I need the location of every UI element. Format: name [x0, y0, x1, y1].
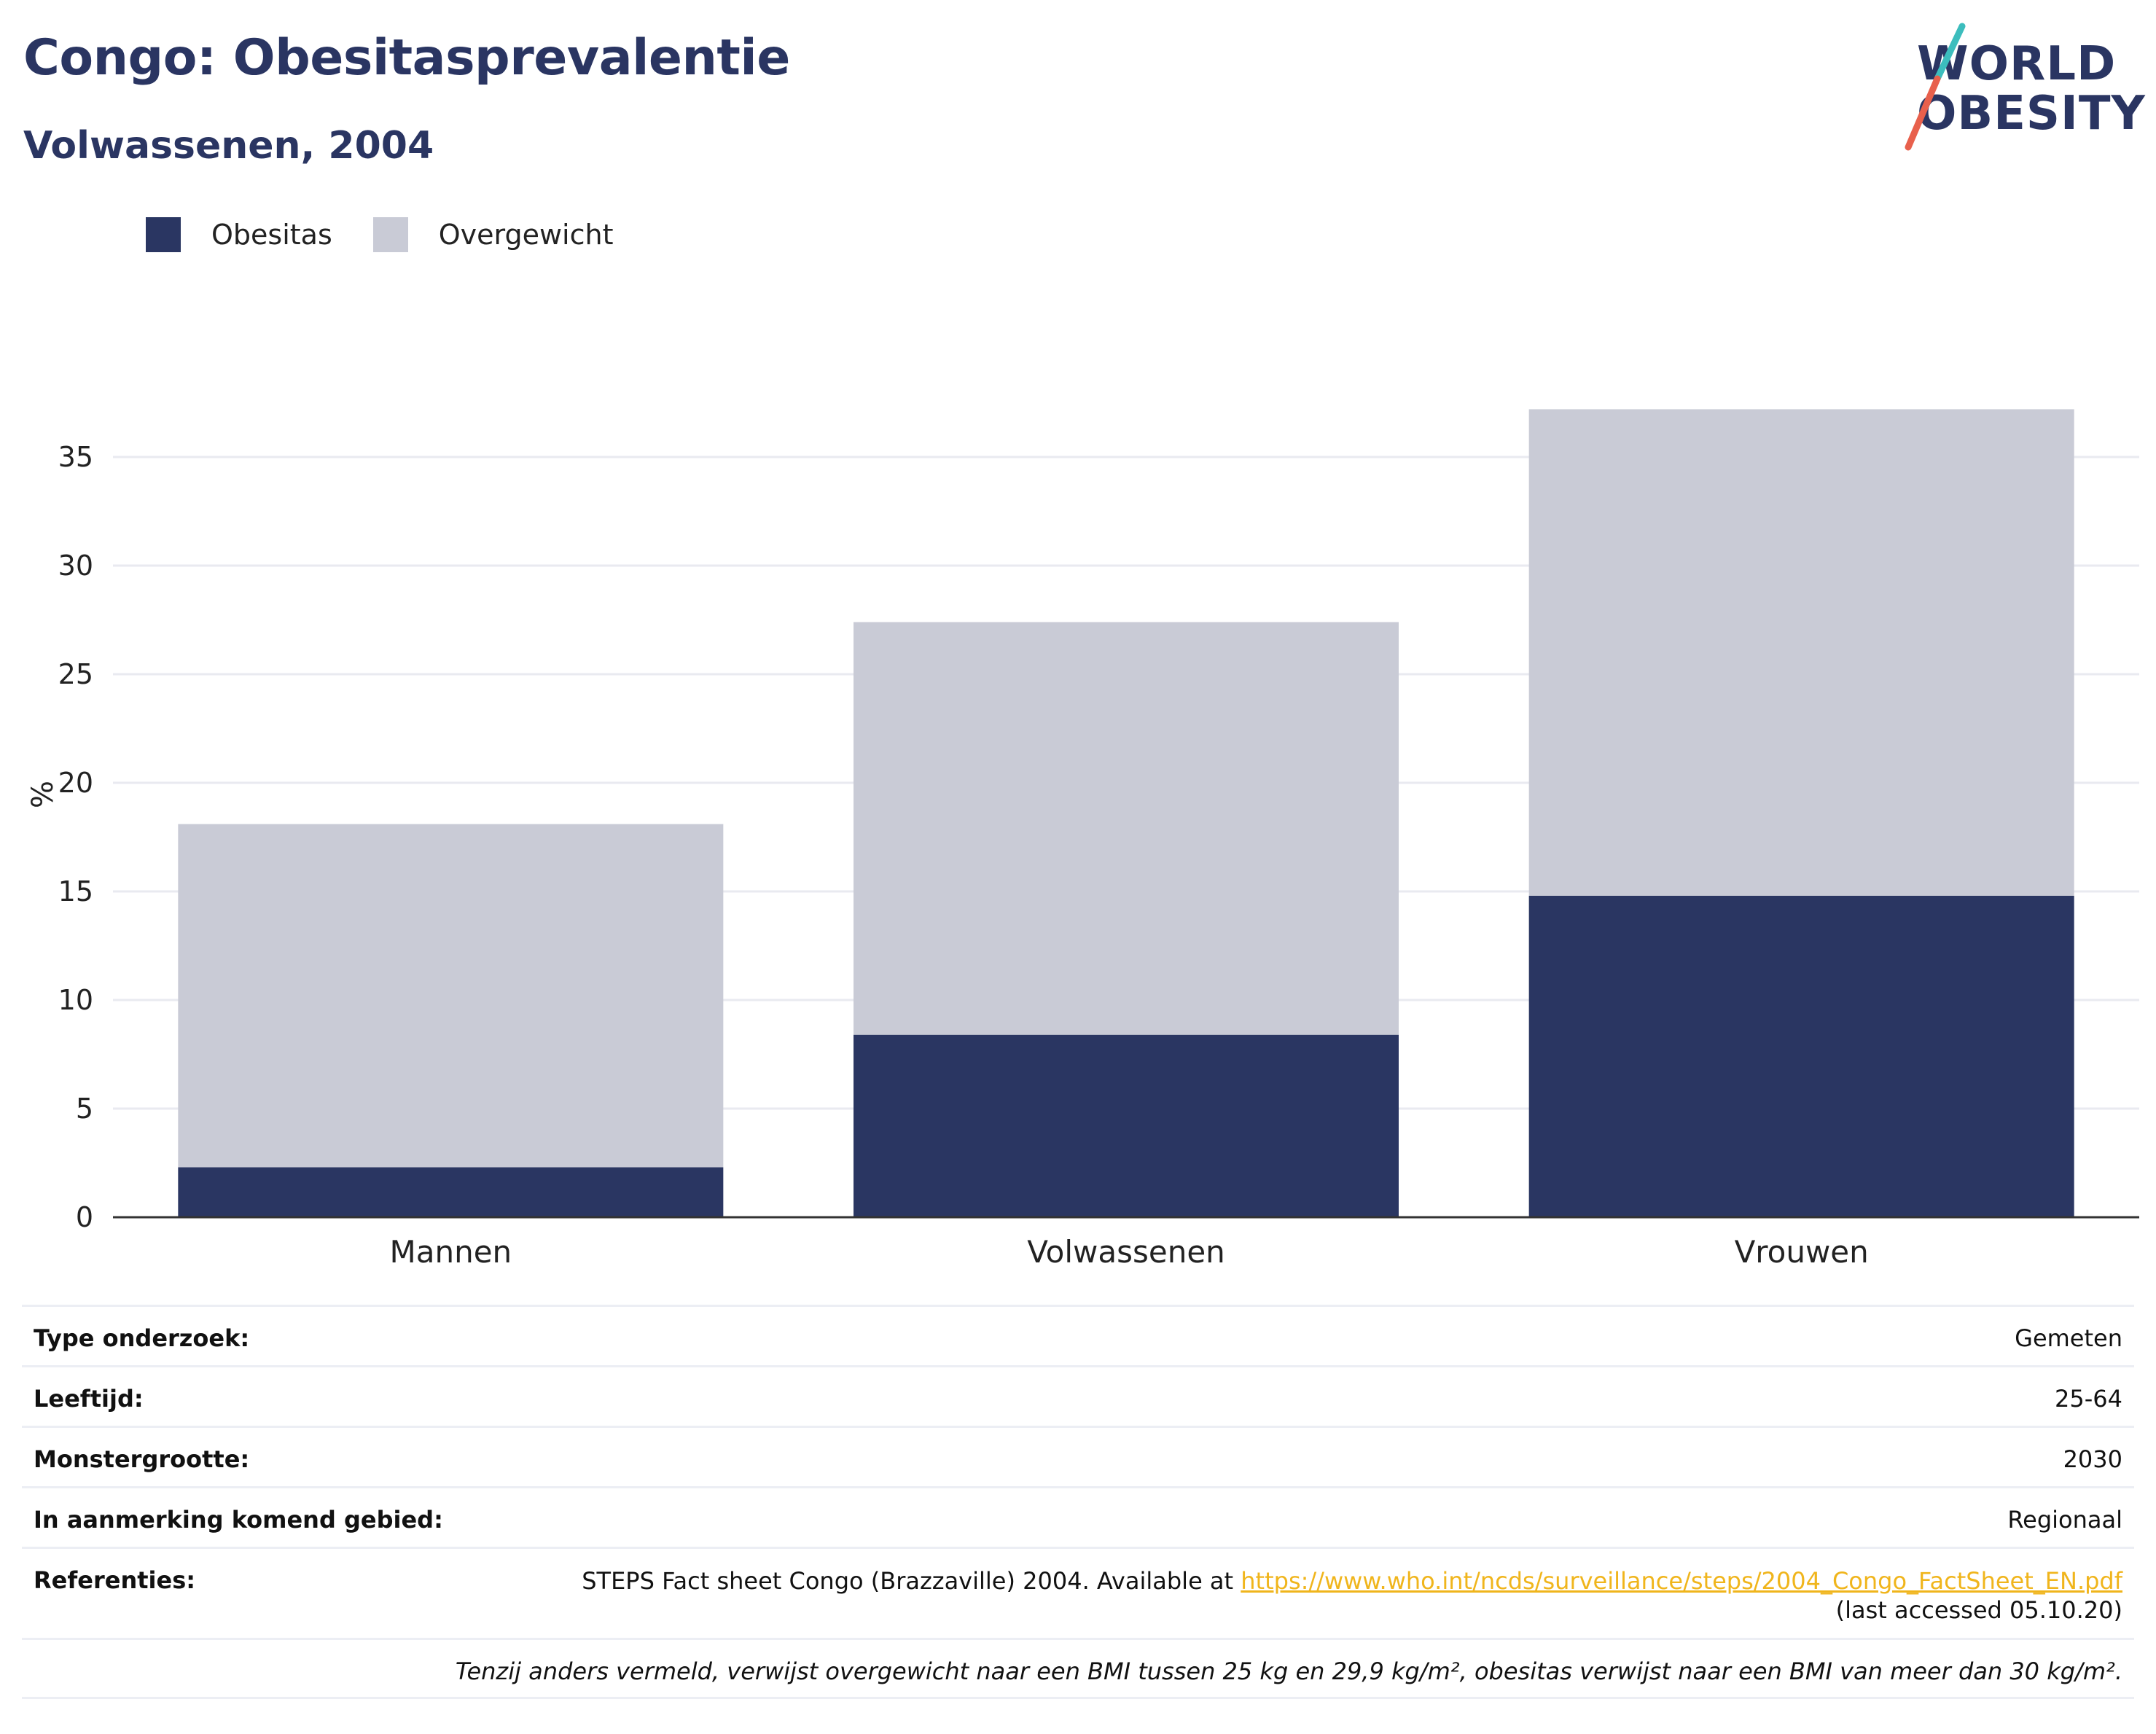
y-tick-label: 20: [58, 767, 93, 799]
info-row-note: Tenzij anders vermeld, verwijst overgewi…: [22, 1638, 2134, 1699]
bar-obesitas-volwassenen: [854, 1034, 1399, 1217]
reference-source: STEPS Fact sheet Congo (Brazzaville) 200…: [582, 1567, 1241, 1595]
chart-legend: Obesitas Overgewicht: [146, 217, 655, 252]
legend-item-obesitas[interactable]: Obesitas: [146, 217, 332, 252]
y-tick-label: 35: [58, 441, 93, 473]
legend-swatch-obesitas: [146, 217, 181, 252]
info-row-age: Leeftijd: 25-64: [22, 1365, 2134, 1426]
info-value: 25-64: [2055, 1385, 2122, 1413]
stacked-bar-chart: 0 5 10 15 20 25 30 35 Mannen Volwassenen Vrouwen%: [26, 409, 2139, 1270]
legend-label-obesitas: Obesitas: [211, 219, 332, 251]
info-label: Referenties:: [34, 1566, 196, 1594]
info-value: 2030: [2063, 1445, 2122, 1473]
logo-text-line2: OBESITY: [1917, 87, 2146, 141]
reference-link[interactable]: https://www.who.int/ncds/surveillance/st…: [1241, 1567, 2122, 1595]
info-label: Type onderzoek:: [34, 1324, 250, 1352]
x-category-label: Volwassenen: [1027, 1234, 1225, 1270]
info-row-references: Referenties: STEPS Fact sheet Congo (Bra…: [22, 1547, 2134, 1638]
bar-overgewicht-mannen: [178, 824, 724, 1168]
bmi-definition-note: Tenzij anders vermeld, verwijst overgewi…: [455, 1657, 2122, 1685]
bar-obesitas-mannen: [178, 1167, 724, 1217]
chart-title: Congo: Obesitasprevalentie: [23, 29, 790, 87]
info-label: Monstergrootte:: [34, 1445, 250, 1473]
bar-overgewicht-volwassenen: [854, 622, 1399, 1035]
info-row-area: In aanmerking komend gebied: Regionaal: [22, 1486, 2134, 1547]
legend-item-overgewicht[interactable]: Overgewicht: [372, 217, 614, 252]
world-obesity-logo: WORLD OBESITY: [1895, 22, 2146, 153]
info-value: Gemeten: [2015, 1324, 2122, 1352]
info-row-survey-type: Type onderzoek: Gemeten: [22, 1305, 2134, 1365]
y-tick-label: 5: [76, 1093, 93, 1125]
y-tick-label: 30: [58, 550, 93, 582]
y-axis-title: %: [26, 781, 60, 808]
y-tick-label: 25: [58, 658, 93, 690]
survey-info-table: Type onderzoek: Gemeten Leeftijd: 25-64 …: [22, 1305, 2134, 1699]
chart-subtitle: Volwassenen, 2004: [23, 124, 434, 168]
y-tick-label: 15: [58, 875, 93, 907]
legend-swatch-overgewicht: [372, 217, 408, 252]
y-tick-label: 0: [76, 1201, 93, 1233]
reference-text: STEPS Fact sheet Congo (Brazzaville) 200…: [582, 1566, 2122, 1625]
reference-accessed: (last accessed 05.10.20): [1835, 1596, 2122, 1624]
bar-overgewicht-vrouwen: [1528, 409, 2074, 896]
info-label: In aanmerking komend gebied:: [34, 1506, 443, 1534]
info-label: Leeftijd:: [34, 1385, 144, 1413]
x-category-label: Mannen: [389, 1234, 512, 1270]
info-value: Regionaal: [2007, 1506, 2122, 1534]
y-tick-label: 10: [58, 984, 93, 1016]
logo-slash-icon: [1905, 23, 1966, 151]
x-category-label: Vrouwen: [1735, 1234, 1869, 1270]
bar-obesitas-vrouwen: [1528, 895, 2074, 1217]
info-row-sample-size: Monstergrootte: 2030: [22, 1426, 2134, 1486]
legend-label-overgewicht: Overgewicht: [438, 219, 614, 251]
